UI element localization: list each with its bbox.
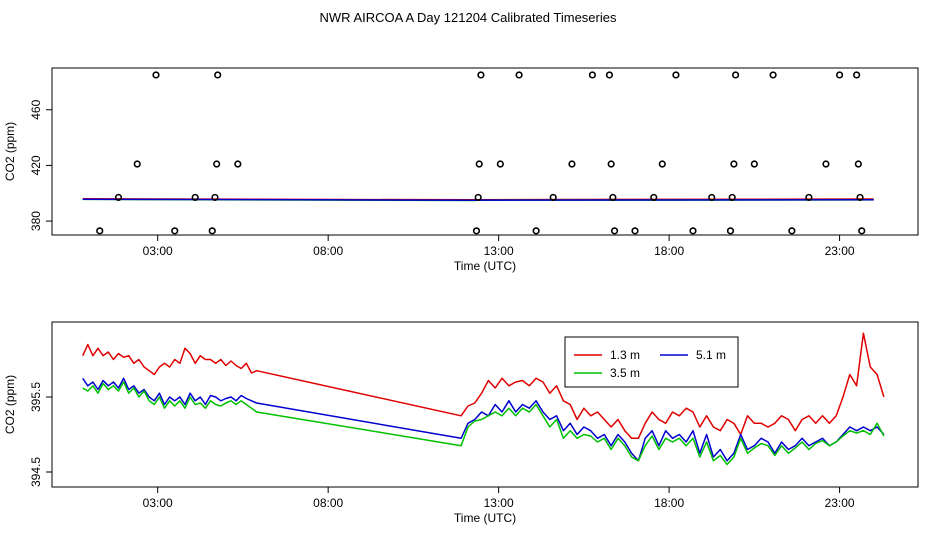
outlier-point (658, 160, 666, 168)
y-tick-label: 395.5 (29, 382, 43, 412)
outlier-point (835, 71, 844, 79)
outlier-point (133, 160, 141, 168)
outlier-point (477, 71, 485, 79)
y-axis-title: CO2 (ppm) (3, 375, 17, 434)
outlier-point (609, 193, 617, 202)
plot-frame (51, 321, 919, 488)
series-line-3-5-m (82, 381, 885, 466)
x-tick-label: 03:00 (143, 244, 173, 258)
x-tick-label: 08:00 (313, 496, 343, 510)
x-tick-label: 08:00 (313, 244, 343, 258)
outlier-point (96, 227, 104, 235)
outlier-point (769, 71, 777, 79)
y-tick-label: 420 (29, 155, 43, 175)
outlier-point (213, 160, 221, 168)
outlier-point (650, 193, 658, 202)
outlier-point (854, 160, 862, 168)
outlier-point (214, 71, 222, 79)
outlier-point (607, 160, 615, 168)
outlier-point (853, 71, 861, 79)
outlier-point (750, 160, 758, 168)
outlier-point (726, 227, 735, 235)
outlier-point (475, 160, 483, 168)
x-axis-title: Time (UTC) (454, 511, 516, 525)
series-line-1-3-m (82, 332, 885, 440)
outlier-point (822, 160, 830, 168)
plot-area (82, 332, 885, 466)
legend-label: 5.1 m (696, 348, 726, 362)
outlier-point (730, 160, 738, 168)
legend-label: 1.3 m (610, 348, 640, 362)
outlier-point (805, 193, 813, 202)
x-tick-label: 13:00 (484, 244, 514, 258)
legend-box (564, 336, 739, 388)
outlier-point (515, 71, 523, 79)
outlier-point (588, 71, 596, 79)
y-tick-label: 460 (29, 99, 43, 119)
outlier-point (171, 227, 179, 235)
x-tick-label: 13:00 (484, 496, 514, 510)
outlier-point (788, 227, 796, 235)
bottom-panel: 03:00 08:00 13:00 18:00 23:00 394.5 395.5 Time … (3, 321, 919, 525)
legend-label: 3.5 m (610, 366, 640, 380)
x-tick-label: 23:00 (825, 496, 855, 510)
x-axis-title: Time (UTC) (454, 259, 516, 273)
series-line-5-1-m (82, 377, 885, 462)
legend: 1.3 m 5.1 m 3.5 m (564, 336, 739, 388)
plot-area (82, 71, 874, 235)
plot-frame (51, 67, 919, 236)
outlier-point (605, 71, 614, 79)
outlier-point (191, 193, 199, 202)
outlier-point (731, 71, 740, 79)
outlier-point (728, 193, 736, 202)
top-panel: 03:00 08:00 13:00 18:00 23:00 380 420 460 Time (… (3, 67, 919, 273)
outlier-point (610, 227, 619, 235)
x-tick-label: 03:00 (143, 496, 173, 510)
outlier-point (211, 193, 219, 202)
outlier-point (532, 227, 540, 235)
outlier-point (234, 160, 242, 168)
outlier-point (549, 193, 557, 202)
outlier-point (152, 71, 160, 79)
outlier-point (856, 193, 864, 202)
outlier-point (689, 227, 697, 235)
x-tick-label: 23:00 (825, 244, 855, 258)
outlier-point (708, 193, 716, 202)
y-axis-title: CO2 (ppm) (3, 122, 17, 181)
outlier-point (631, 227, 639, 235)
outlier-point (474, 193, 482, 202)
x-tick-label: 18:00 (654, 244, 684, 258)
chart-title: NWR AIRCOA A Day 121204 Calibrated Times… (320, 10, 617, 25)
x-tick-label: 18:00 (654, 496, 684, 510)
outlier-point (672, 71, 680, 79)
outlier-point (858, 227, 866, 235)
outlier-point (472, 227, 481, 235)
outlier-point (208, 227, 216, 235)
outlier-point (496, 160, 504, 168)
outlier-point (114, 193, 123, 202)
y-tick-label: 380 (29, 211, 43, 231)
outlier-point (568, 160, 576, 168)
y-tick-label: 394.5 (29, 457, 43, 487)
